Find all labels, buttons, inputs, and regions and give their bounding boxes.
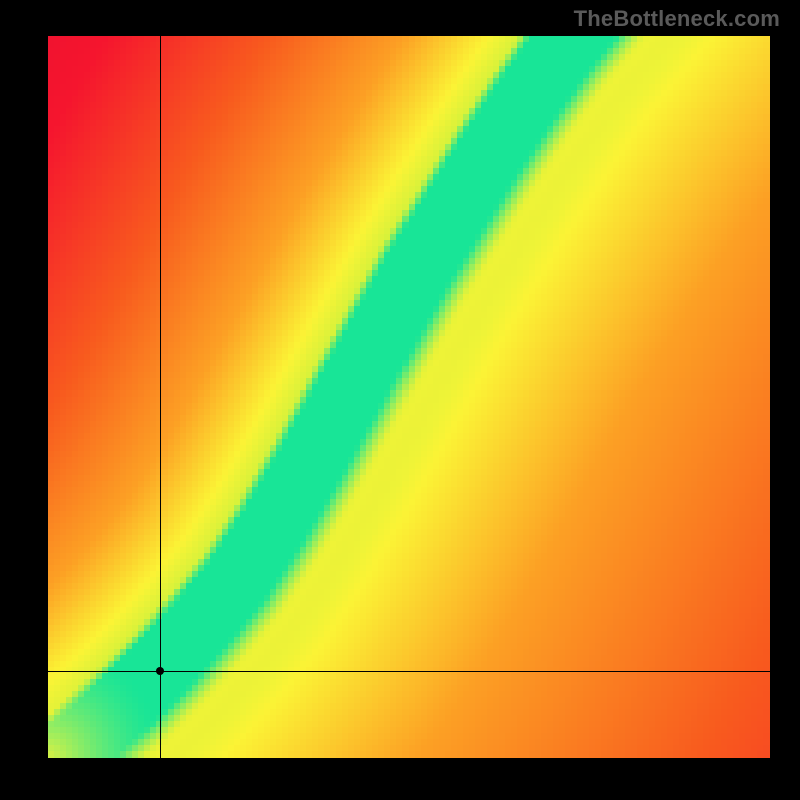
watermark-text: TheBottleneck.com: [574, 6, 780, 32]
heatmap-canvas: [48, 36, 770, 758]
plot-area: [48, 36, 770, 758]
chart-root: TheBottleneck.com: [0, 0, 800, 800]
